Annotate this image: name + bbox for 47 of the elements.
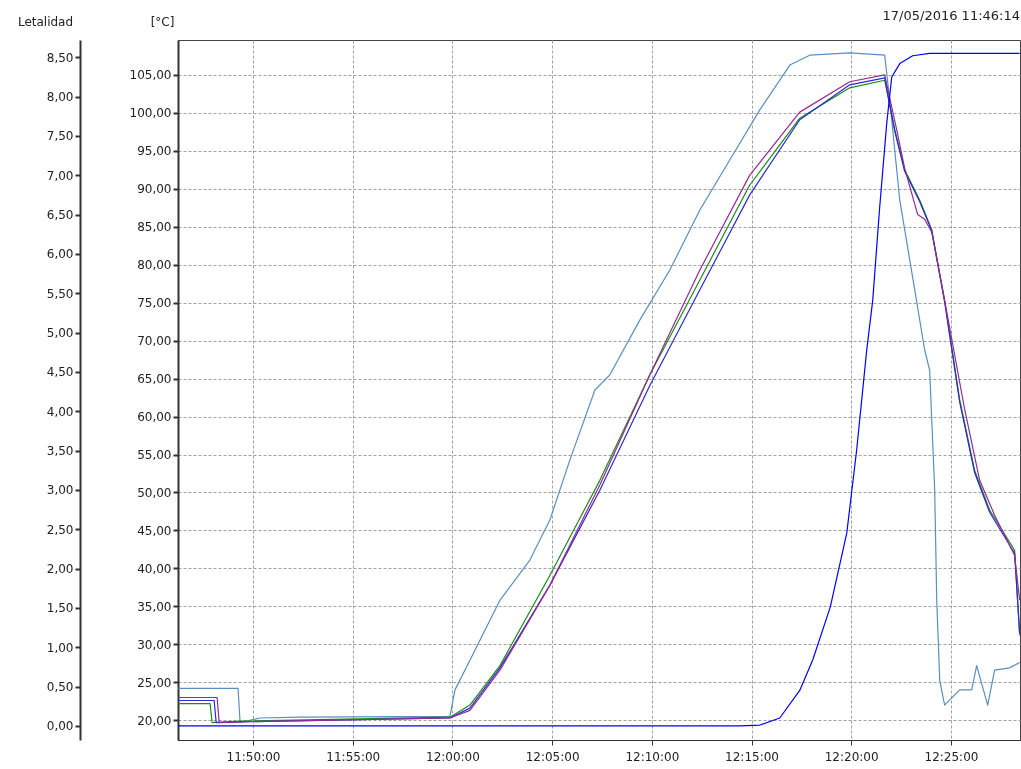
y-tick-label: 75,00: [137, 296, 172, 311]
y-tick-label: 55,00: [137, 448, 172, 463]
y2-tick-label: 3,50: [46, 444, 74, 459]
y-tick-label: 65,00: [137, 372, 172, 387]
y2-tick-label: 1,00: [46, 640, 74, 655]
y-axis-title: [°C]: [150, 14, 175, 29]
y-tick-label: 80,00: [137, 258, 172, 273]
x-tick-label: 11:55:00: [326, 749, 381, 764]
x-tick-label: 12:10:00: [625, 749, 680, 764]
y2-tick-label: 5,00: [46, 326, 74, 341]
y2-tick-label: 3,00: [46, 483, 74, 498]
y-tick-label: 70,00: [137, 334, 172, 349]
y-tick-label: 95,00: [137, 144, 172, 159]
y2-tick-label: 4,00: [46, 404, 74, 419]
x-tick-label: 11:50:00: [226, 749, 281, 764]
y2-tick-label: 1,50: [46, 601, 74, 616]
y2-tick-label: 4,50: [46, 365, 74, 380]
x-tick-label: 12:20:00: [824, 749, 879, 764]
y2-tick-label: 7,50: [46, 129, 74, 144]
y2-tick-label: 2,50: [46, 522, 74, 537]
y2-tick-label: 5,50: [46, 286, 74, 301]
x-tick-label: 12:00:00: [425, 749, 480, 764]
y-tick-label: 90,00: [137, 182, 172, 197]
chart-title: 17/05/2016 11:46:14: [882, 8, 1020, 23]
y-tick-label: 105,00: [129, 68, 172, 83]
y-tick-label: 100,00: [129, 106, 172, 121]
y2-tick-label: 2,00: [46, 562, 74, 577]
y2-axis-title: Letalidad: [17, 14, 74, 29]
y-tick-label: 60,00: [137, 410, 172, 425]
y-tick-label: 85,00: [137, 220, 172, 235]
y-tick-label: 50,00: [137, 485, 172, 500]
y-tick-label: 40,00: [137, 561, 172, 576]
y2-tick-label: 8,00: [46, 90, 74, 105]
x-tick-label: 12:25:00: [924, 749, 979, 764]
y-tick-label: 30,00: [137, 637, 172, 652]
y-tick-label: 45,00: [137, 523, 172, 538]
y2-tick-label: 0,50: [46, 680, 74, 695]
y2-tick-label: 8,50: [46, 50, 74, 65]
y2-tick-label: 6,00: [46, 247, 74, 262]
x-tick-label: 12:05:00: [525, 749, 580, 764]
y2-tick-label: 6,50: [46, 208, 74, 223]
y-tick-label: 35,00: [137, 599, 172, 614]
x-tick-label: 12:15:00: [725, 749, 779, 764]
y-tick-label: 25,00: [137, 675, 172, 690]
y-tick-label: 20,00: [137, 713, 172, 728]
y2-tick-label: 7,00: [46, 168, 74, 183]
y2-tick-label: 0,00: [46, 719, 74, 734]
